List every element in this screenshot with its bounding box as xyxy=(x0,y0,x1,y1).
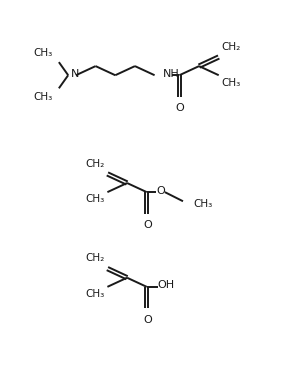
Text: CH₂: CH₂ xyxy=(86,253,105,263)
Text: CH₂: CH₂ xyxy=(86,159,105,169)
Text: CH₃: CH₃ xyxy=(86,289,105,299)
Text: O: O xyxy=(157,186,165,196)
Text: CH₃: CH₃ xyxy=(86,195,105,205)
Text: OH: OH xyxy=(157,280,174,290)
Text: O: O xyxy=(143,314,152,324)
Text: O: O xyxy=(143,220,152,230)
Text: CH₃: CH₃ xyxy=(33,48,53,58)
Text: CH₃: CH₃ xyxy=(194,198,213,209)
Text: N: N xyxy=(71,69,80,79)
Text: CH₃: CH₃ xyxy=(221,77,240,88)
Text: CH₃: CH₃ xyxy=(33,92,53,102)
Text: O: O xyxy=(176,103,185,113)
Text: NH: NH xyxy=(163,69,180,79)
Text: CH₂: CH₂ xyxy=(221,43,240,52)
